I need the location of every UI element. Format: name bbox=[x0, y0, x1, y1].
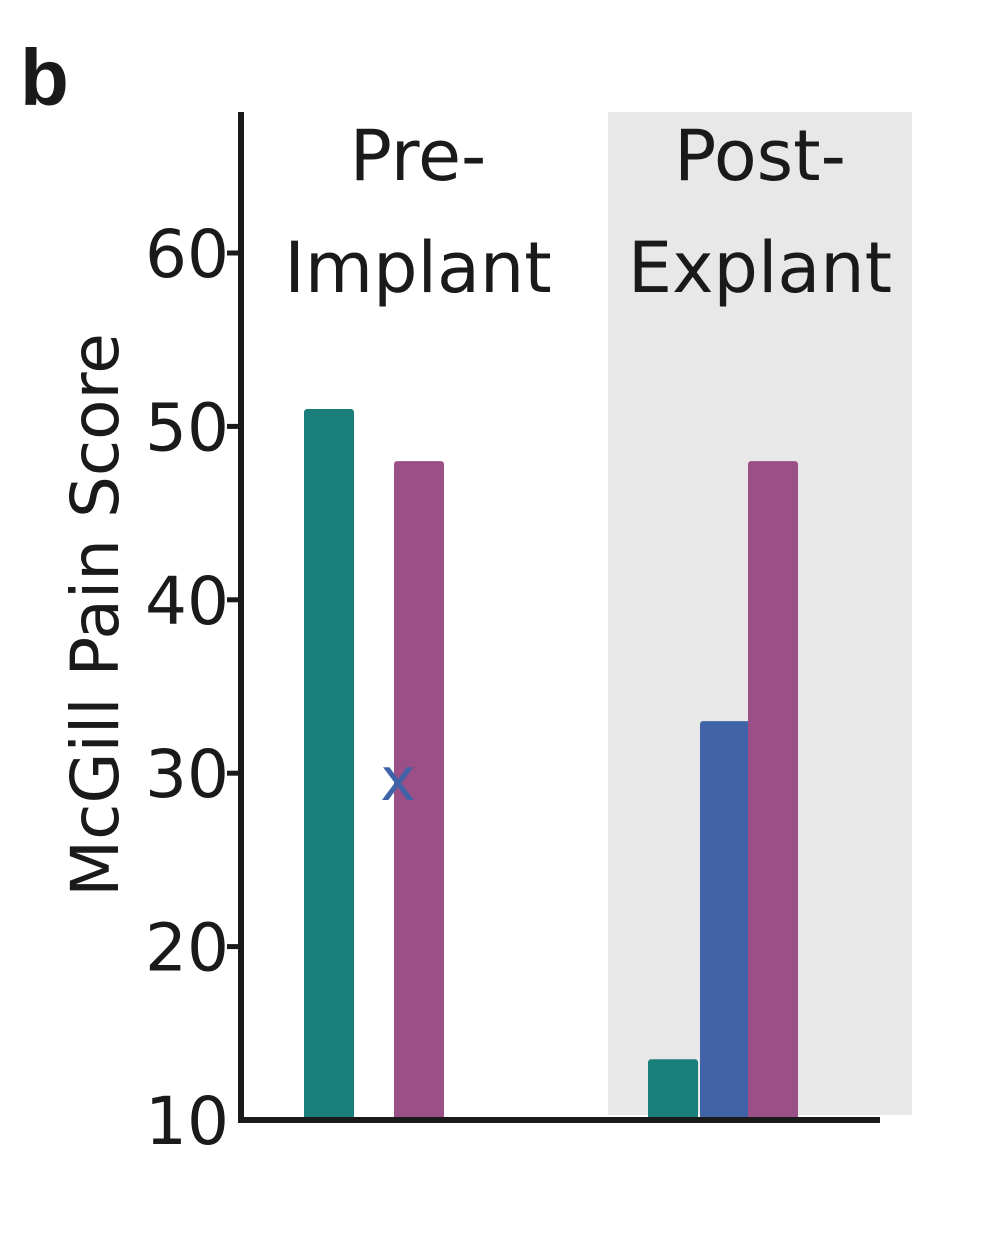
category-label-0-line2: Implant bbox=[284, 227, 551, 309]
y-axis-title: McGill Pain Score bbox=[57, 333, 134, 897]
y-tick-label-10: 10 bbox=[145, 1083, 229, 1160]
axes-layer bbox=[227, 112, 880, 1123]
bars-layer bbox=[304, 409, 798, 1121]
y-tick-label-40: 40 bbox=[145, 563, 229, 640]
bar-series0-cat0 bbox=[304, 409, 354, 1120]
y-tick-label-30: 30 bbox=[145, 736, 229, 813]
y-tick-label-50: 50 bbox=[145, 389, 229, 466]
marker-series1-0: x bbox=[380, 745, 416, 815]
bar-series2-cat0 bbox=[394, 461, 444, 1121]
y-tick-label-20: 20 bbox=[145, 910, 229, 987]
bar-series2-cat1 bbox=[748, 461, 798, 1121]
y-tick-label-60: 60 bbox=[145, 216, 229, 293]
category-label-1-line2: Explant bbox=[628, 227, 892, 309]
category-label-0-line1: Pre- bbox=[350, 115, 487, 197]
bar-series0-cat1 bbox=[648, 1059, 698, 1120]
text-layer: b McGill Pain Score x 10 20 30 40 50 60 Pre- Imp… bbox=[20, 33, 892, 1160]
bar-series1-cat1 bbox=[700, 721, 750, 1120]
panel-label: b bbox=[20, 33, 69, 122]
category-label-1-line1: Post- bbox=[674, 115, 846, 197]
